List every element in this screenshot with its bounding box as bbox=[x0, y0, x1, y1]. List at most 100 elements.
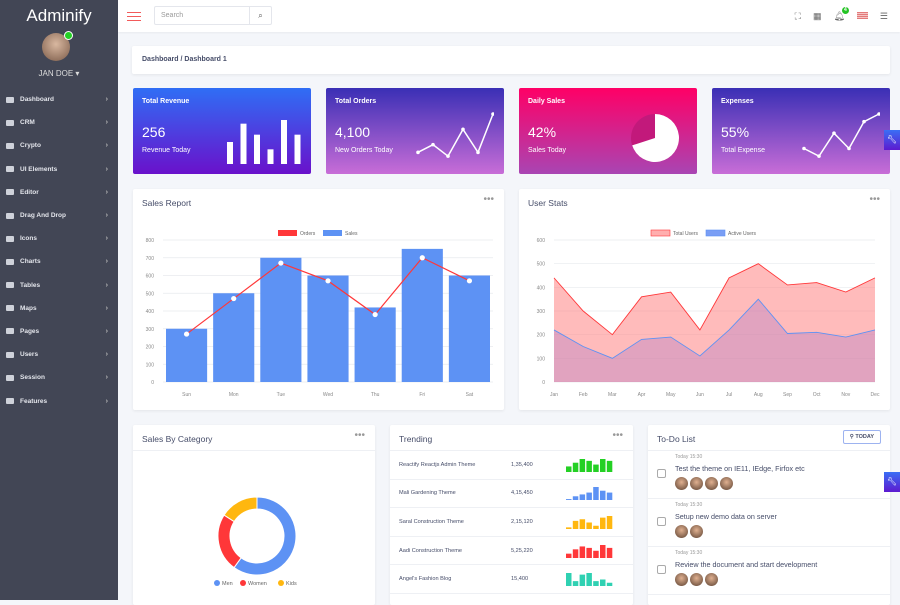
y-tick-label: 100 bbox=[146, 362, 155, 368]
donut-slice-kids bbox=[223, 496, 258, 523]
avatar[interactable] bbox=[675, 573, 688, 586]
trend-bar bbox=[572, 496, 579, 501]
sidebar-item-icons[interactable]: Icons › bbox=[0, 227, 118, 250]
bar-sales bbox=[166, 328, 208, 382]
orders-point bbox=[372, 311, 378, 318]
spark-line bbox=[803, 113, 880, 158]
sidebar-item-label: Editor bbox=[20, 188, 39, 196]
bar-sales bbox=[448, 275, 490, 382]
sidebar-item-dashboard[interactable]: Dashboard › bbox=[0, 88, 118, 111]
spark-point bbox=[832, 131, 836, 135]
x-tick-label: Aug bbox=[754, 392, 763, 398]
sidebar-item-users[interactable]: Users › bbox=[0, 343, 118, 366]
y-tick-label: 200 bbox=[146, 345, 155, 351]
trending-row[interactable]: Mali Gardening Theme 4,15,450 bbox=[390, 480, 633, 509]
legend-swatch bbox=[705, 229, 726, 237]
wrench-icon[interactable]: 🔧︎ bbox=[884, 472, 900, 492]
sidebar-item-tables[interactable]: Tables › bbox=[0, 274, 118, 297]
trend-bar bbox=[593, 525, 599, 529]
y-tick-label: 200 bbox=[537, 333, 546, 339]
spark-bar bbox=[227, 142, 233, 164]
spark-bar bbox=[281, 120, 287, 164]
avatar[interactable] bbox=[675, 477, 688, 490]
todo-text: Setup new demo data on server bbox=[675, 512, 777, 521]
stat-sparkline bbox=[631, 114, 679, 162]
icons-icon bbox=[6, 235, 14, 242]
sidebar-item-ui-elements[interactable]: UI Elements › bbox=[0, 158, 118, 181]
more-options-icon[interactable]: ••• bbox=[612, 430, 623, 441]
spark-point bbox=[817, 154, 821, 158]
fullscreen-icon[interactable]: ⛶ bbox=[794, 10, 801, 21]
menu-toggle-button[interactable] bbox=[127, 12, 141, 24]
todo-time: Today 15:30 bbox=[675, 454, 703, 460]
sidebar-item-pages[interactable]: Pages › bbox=[0, 320, 118, 343]
sidebar-item-label: Crypto bbox=[20, 142, 41, 150]
map-icon bbox=[6, 305, 14, 312]
avatar[interactable] bbox=[705, 477, 718, 490]
theme-name: Aadi Construction Theme bbox=[399, 547, 463, 554]
bar-sales bbox=[260, 257, 302, 382]
avatar[interactable] bbox=[675, 525, 688, 538]
todo-checkbox[interactable] bbox=[657, 517, 666, 526]
us-flag-icon[interactable] bbox=[856, 11, 868, 21]
bell-icon[interactable]: 🔔︎ 4 bbox=[833, 6, 849, 22]
trending-row[interactable]: Reactify Reactjs Admin Theme 1,35,400 bbox=[390, 451, 633, 480]
sidebar-item-editor[interactable]: Editor › bbox=[0, 181, 118, 204]
sidebar-item-label: Drag And Drop bbox=[20, 212, 66, 220]
search-input[interactable]: Search ⌕ bbox=[154, 6, 272, 25]
sidebar-item-session[interactable]: Session › bbox=[0, 366, 118, 389]
avatar[interactable] bbox=[690, 573, 703, 586]
pencil-icon bbox=[6, 189, 14, 196]
more-options-icon[interactable]: ••• bbox=[869, 194, 880, 205]
sidebar-item-maps[interactable]: Maps › bbox=[0, 297, 118, 320]
sidebar-item-crypto[interactable]: Crypto › bbox=[0, 134, 118, 157]
chevron-right-icon: › bbox=[105, 142, 108, 150]
trend-sparkbars bbox=[566, 515, 613, 529]
more-options-icon[interactable]: ••• bbox=[354, 430, 365, 441]
assignee-avatars bbox=[675, 573, 720, 586]
sidebar-item-features[interactable]: Features › bbox=[0, 389, 118, 412]
assignee-avatars bbox=[675, 525, 705, 538]
avatar[interactable] bbox=[690, 525, 703, 538]
avatar[interactable] bbox=[705, 573, 718, 586]
search-icon[interactable]: ⌕ bbox=[249, 7, 271, 24]
x-tick-label: Sep bbox=[783, 392, 792, 398]
more-options-icon[interactable]: ••• bbox=[483, 194, 494, 205]
todo-card: To-Do List ⚲ TODAY Today 15:30 Test the th… bbox=[648, 425, 890, 605]
user-menu[interactable]: JAN DOE ▾ bbox=[38, 69, 80, 78]
trend-bar bbox=[586, 573, 592, 587]
settings-sliders-icon[interactable]: ☰ bbox=[879, 10, 888, 21]
x-tick-label: Sat bbox=[466, 392, 474, 398]
filter-today-button[interactable]: ⚲ TODAY bbox=[842, 430, 881, 444]
stat-sparkline bbox=[416, 112, 494, 158]
sidebar-item-drag-and-drop[interactable]: Drag And Drop › bbox=[0, 204, 118, 227]
avatar[interactable] bbox=[690, 477, 703, 490]
avatar[interactable] bbox=[42, 31, 73, 61]
trend-bar bbox=[579, 494, 586, 501]
todo-checkbox[interactable] bbox=[657, 565, 666, 574]
spark-point bbox=[461, 127, 465, 132]
expenses-card: Expenses 55% Total Expense bbox=[712, 88, 890, 174]
crm-icon bbox=[6, 119, 14, 126]
wrench-icon[interactable]: 🔧︎ bbox=[884, 130, 900, 150]
apps-grid-icon[interactable]: ▦ bbox=[812, 10, 822, 21]
todo-time: Today 15:30 bbox=[675, 550, 703, 556]
stat-sparkline bbox=[227, 120, 301, 164]
trending-row[interactable]: Aadi Construction Theme 5,25,220 bbox=[390, 537, 633, 566]
trend-bar bbox=[606, 547, 613, 558]
spark-point bbox=[431, 142, 435, 147]
todo-checkbox[interactable] bbox=[657, 469, 666, 478]
sidebar-item-label: Session bbox=[20, 374, 45, 382]
area-active-users bbox=[554, 299, 875, 382]
stat-title: Total Revenue bbox=[142, 98, 190, 105]
sidebar-item-crm[interactable]: CRM › bbox=[0, 111, 118, 134]
trend-bar bbox=[579, 458, 586, 472]
trend-bar bbox=[579, 546, 586, 558]
avatar[interactable] bbox=[720, 477, 733, 490]
trending-row[interactable]: Angel's Fashion Blog 15,400 bbox=[390, 565, 633, 594]
sidebar-item-charts[interactable]: Charts › bbox=[0, 250, 118, 273]
x-tick-label: Oct bbox=[813, 392, 821, 398]
sales-by-category-card: Sales By Category ••• Men Women Kids bbox=[133, 425, 375, 605]
stat-title: Expenses bbox=[721, 98, 754, 105]
trending-row[interactable]: Saral Construction Theme 2,15,120 bbox=[390, 508, 633, 537]
